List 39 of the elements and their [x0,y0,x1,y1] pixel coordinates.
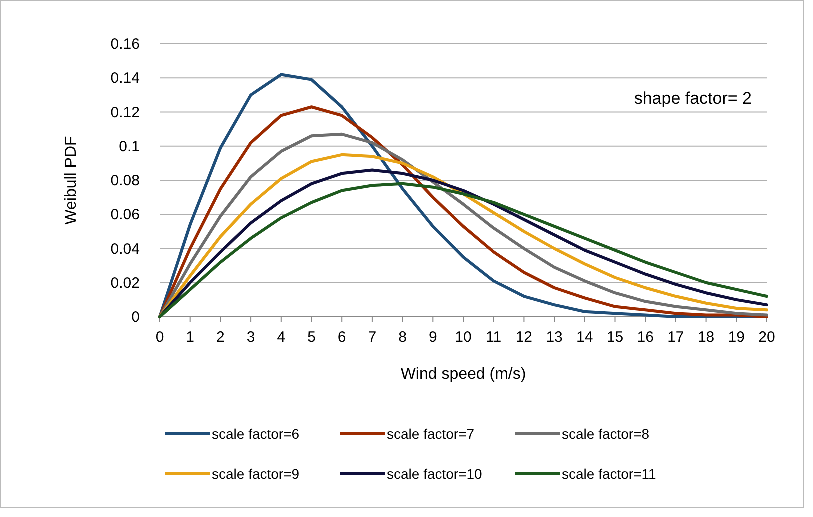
y-tick-label: 0.1 [119,138,140,156]
y-tick-label: 0.08 [110,172,140,190]
legend-label: scale factor=10 [387,466,483,482]
legend-label: scale factor=7 [387,426,475,442]
y-tick-label: 0.06 [110,206,140,224]
legend-label: scale factor=8 [562,426,650,442]
y-tick-label: 0.12 [110,104,140,122]
y-axis-title: Weibull PDF [63,136,80,225]
y-tick-label: 0.04 [110,240,140,258]
x-tick-label: 3 [246,329,256,346]
x-tick-label: 8 [398,329,407,346]
legend-label: scale factor=11 [562,466,657,482]
annotation: shape factor= 2 [634,89,752,108]
x-tick-label: 20 [758,329,776,346]
x-tick-label: 11 [486,329,502,346]
x-tick-label: 7 [368,329,377,346]
y-tick-label: 0.16 [110,36,140,53]
x-tick-label: 19 [728,329,745,346]
x-tick-label: 10 [455,329,472,346]
legend-label: scale factor=9 [212,466,300,482]
x-tick-label: 1 [186,329,195,346]
x-tick-label: 15 [606,329,624,346]
x-tick-label: 18 [698,329,715,346]
x-tick-label: 6 [338,329,346,346]
x-tick-label: 12 [516,329,533,346]
x-tick-label: 17 [668,329,684,346]
x-tick-label: 4 [277,329,286,346]
x-tick-label: 9 [428,329,438,346]
legend-label: scale factor=6 [212,426,300,442]
y-tick-label: 0.02 [110,274,140,292]
x-tick-label: 5 [308,329,316,346]
x-tick-label: 0 [156,329,164,346]
x-tick-label: 14 [576,329,594,346]
y-tick-label: 0.14 [110,70,140,88]
y-tick-label: 0 [132,309,140,326]
x-tick-label: 2 [216,329,225,346]
x-tick-label: 16 [637,329,654,346]
x-tick-label: 13 [546,329,563,346]
x-axis-title: Wind speed (m/s) [400,366,526,383]
